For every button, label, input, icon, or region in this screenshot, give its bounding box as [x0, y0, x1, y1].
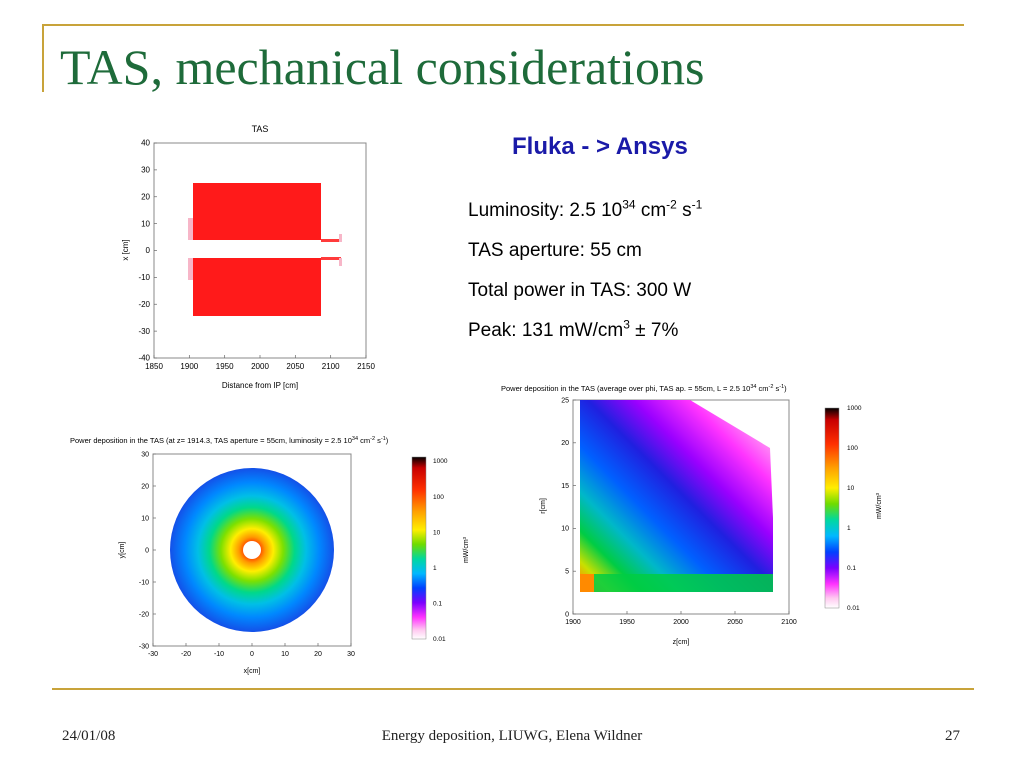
x-tick-label: 2000	[673, 619, 689, 626]
flange-upper-left	[188, 218, 193, 240]
y-tick-label: 10	[561, 526, 569, 533]
x-tick-label: 10	[281, 651, 289, 658]
plot-frame	[153, 142, 367, 359]
hot-spot	[580, 574, 594, 592]
x-tick-label: 1950	[216, 362, 234, 371]
facts-list: Luminosity: 2.5 1034 cm-2 s-1 TAS apertu…	[468, 197, 703, 360]
y-tick-label: 20	[561, 440, 569, 447]
y-tick-label: -30	[138, 327, 150, 336]
y-axis-label: x [cm]	[121, 239, 130, 260]
x-tick-label: 1950	[619, 619, 635, 626]
colorbar-unit: mW/cm³	[876, 492, 883, 519]
x-tick-label: -30	[148, 651, 158, 658]
y-tick-label: 0	[565, 611, 569, 618]
colorbar	[411, 456, 427, 640]
x-tick-label: 1850	[145, 362, 163, 371]
beam-aperture	[243, 541, 261, 559]
colorbar-tick-label: 10	[433, 529, 441, 536]
beam-pipe-upper	[321, 239, 341, 242]
colorbar-tick-label: 100	[433, 494, 444, 501]
colorbar-tick-label: 0.1	[433, 601, 442, 608]
y-tick-label: -20	[139, 611, 149, 618]
x-tick-label: 2100	[322, 362, 340, 371]
fact-total-power: Total power in TAS: 300 W	[468, 280, 692, 301]
x-tick-label: 1900	[565, 619, 581, 626]
y-tick-label: 25	[561, 397, 569, 404]
x-tick-label: 2050	[727, 619, 743, 626]
plot-title: TAS	[252, 124, 269, 134]
frame-top-line	[42, 24, 964, 26]
fact-peak: Peak: 131 mW/cm3 ± 7%	[468, 317, 679, 341]
colorbar-tick-label: 1	[847, 525, 851, 532]
footer-center: Energy deposition, LIUWG, Elena Wildner	[381, 728, 643, 744]
x-tick-label: -10	[214, 651, 224, 658]
y-tick-label: 15	[561, 483, 569, 490]
y-tick-label: -40	[138, 354, 150, 363]
footer-page-number: 27	[945, 728, 960, 744]
y-tick-label: 10	[141, 219, 150, 228]
flange-lower-right	[339, 258, 342, 266]
y-tick-label: 0	[146, 246, 151, 255]
colorbar-tick-label: 1	[433, 565, 437, 572]
x-tick-label: 30	[347, 651, 355, 658]
x-axis-label: Distance from IP [cm]	[222, 381, 298, 390]
absorber-upper	[193, 183, 321, 240]
x-tick-label: 2000	[251, 362, 269, 371]
colorbar-tick-label: 1000	[847, 405, 862, 412]
colorbar-tick-label: 1000	[433, 458, 448, 465]
inner-band	[580, 574, 773, 592]
frame-bottom-line	[52, 688, 974, 690]
footer-date: 24/01/08	[62, 728, 116, 744]
y-tick-label: 0	[145, 547, 149, 554]
slide-subtitle: Fluka - > Ansys	[512, 133, 688, 160]
y-tick-label: 30	[141, 451, 149, 458]
slide-title: TAS, mechanical considerations	[60, 39, 705, 95]
y-tick-label: 5	[565, 569, 569, 576]
x-axis-label: x[cm]	[244, 668, 261, 675]
rz-power-plot: Power deposition in the TAS (average ove…	[501, 384, 883, 646]
x-tick-label: 0	[250, 651, 254, 658]
cross-section-plot: Power deposition in the TAS (at z= 1914.…	[70, 436, 470, 675]
plot-title: Power deposition in the TAS (at z= 1914.…	[70, 436, 389, 445]
colorbar-tick-label: 0.1	[847, 565, 856, 572]
y-tick-label: 20	[141, 192, 150, 201]
x-tick-label: 20	[314, 651, 322, 658]
absorber-lower	[193, 258, 321, 316]
y-tick-label: 30	[141, 166, 150, 175]
flange-lower-left	[188, 258, 193, 280]
beam-pipe-lower	[321, 257, 341, 260]
colorbar-unit: mW/cm³	[463, 536, 470, 563]
y-tick-label: -10	[139, 579, 149, 586]
fact-luminosity: Luminosity: 2.5 1034 cm-2 s-1	[468, 197, 703, 221]
y-tick-label: -20	[138, 300, 150, 309]
fact-aperture: TAS aperture: 55 cm	[468, 240, 642, 261]
frame-left-line	[42, 24, 44, 92]
tas-geometry-plot: TAS 1850 1900 1950 2000 2050 2100 2150 40 30 20 1…	[121, 124, 375, 390]
y-tick-label: -10	[138, 273, 150, 282]
colorbar-tick-label: 100	[847, 445, 858, 452]
x-tick-label: -20	[181, 651, 191, 658]
y-axis-label: r[cm]	[540, 498, 547, 514]
y-tick-label: 20	[141, 483, 149, 490]
y-axis-label: y[cm]	[119, 542, 126, 559]
flange-upper-right	[339, 234, 342, 242]
x-axis-label: z[cm]	[673, 639, 690, 646]
x-tick-label: 2050	[286, 362, 304, 371]
colorbar	[824, 407, 840, 609]
x-tick-label: 2100	[781, 619, 797, 626]
x-tick-label: 2150	[357, 362, 375, 371]
y-tick-label: 40	[141, 139, 150, 148]
x-tick-label: 1900	[180, 362, 198, 371]
colorbar-tick-label: 0.01	[847, 605, 860, 612]
y-tick-label: -30	[139, 643, 149, 650]
colorbar-tick-label: 10	[847, 485, 855, 492]
plot-title: Power deposition in the TAS (average ove…	[501, 384, 787, 393]
y-tick-label: 10	[141, 515, 149, 522]
power-map	[580, 400, 773, 592]
colorbar-tick-label: 0.01	[433, 636, 446, 643]
